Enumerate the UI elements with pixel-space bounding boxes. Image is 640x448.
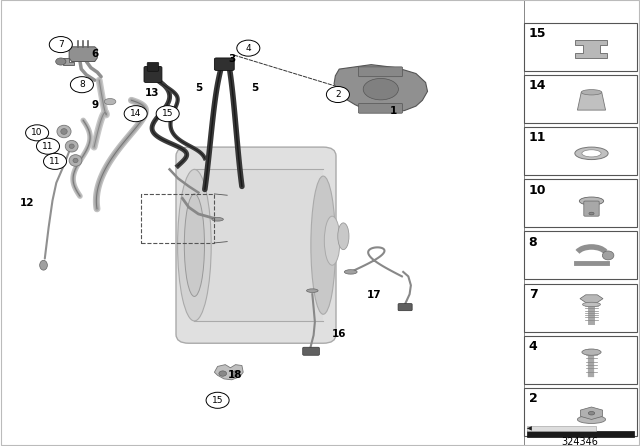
Text: 8: 8 (79, 80, 84, 89)
Ellipse shape (575, 147, 608, 159)
Ellipse shape (582, 349, 601, 355)
Polygon shape (575, 40, 607, 58)
Ellipse shape (57, 125, 71, 138)
Text: 14: 14 (130, 109, 141, 118)
Text: 2: 2 (529, 392, 538, 405)
Text: 4: 4 (246, 43, 251, 53)
Text: 11: 11 (529, 132, 546, 145)
Polygon shape (527, 426, 532, 431)
Ellipse shape (577, 415, 605, 423)
Ellipse shape (311, 176, 335, 314)
Ellipse shape (178, 169, 211, 321)
Ellipse shape (40, 260, 47, 270)
FancyBboxPatch shape (144, 66, 162, 82)
FancyBboxPatch shape (303, 347, 319, 355)
Text: 15: 15 (162, 109, 173, 118)
Circle shape (219, 371, 227, 376)
Text: 9: 9 (91, 100, 99, 110)
Circle shape (326, 86, 349, 103)
Ellipse shape (65, 140, 78, 152)
Text: 6: 6 (91, 49, 99, 60)
Text: 2: 2 (335, 90, 340, 99)
Polygon shape (577, 92, 605, 110)
Polygon shape (580, 295, 603, 302)
FancyBboxPatch shape (358, 103, 403, 113)
Polygon shape (63, 58, 74, 65)
Circle shape (44, 153, 67, 169)
FancyBboxPatch shape (147, 62, 159, 71)
Text: 15: 15 (529, 27, 546, 40)
Circle shape (232, 371, 239, 376)
Ellipse shape (61, 129, 67, 134)
Text: 17: 17 (367, 290, 381, 300)
Circle shape (206, 392, 229, 408)
Ellipse shape (324, 216, 340, 265)
Circle shape (56, 58, 66, 65)
Ellipse shape (582, 302, 600, 307)
Text: 13: 13 (145, 88, 159, 98)
Ellipse shape (581, 90, 602, 95)
Text: 12: 12 (20, 198, 34, 208)
Ellipse shape (588, 411, 595, 415)
FancyBboxPatch shape (358, 67, 403, 77)
Text: 5: 5 (251, 83, 259, 93)
Circle shape (70, 77, 93, 93)
Ellipse shape (582, 150, 601, 157)
Ellipse shape (184, 194, 205, 297)
Ellipse shape (363, 78, 398, 100)
FancyBboxPatch shape (527, 431, 634, 437)
Polygon shape (334, 65, 428, 112)
Text: 15: 15 (212, 396, 223, 405)
Text: 1: 1 (390, 106, 397, 116)
Ellipse shape (579, 197, 604, 205)
FancyBboxPatch shape (524, 127, 637, 175)
FancyBboxPatch shape (524, 231, 637, 280)
Polygon shape (195, 169, 323, 321)
Polygon shape (69, 47, 97, 61)
Text: 7: 7 (58, 40, 63, 49)
Text: 5: 5 (195, 83, 202, 93)
Circle shape (156, 106, 179, 122)
Ellipse shape (307, 289, 318, 293)
Text: 7: 7 (529, 288, 538, 301)
Ellipse shape (338, 223, 349, 250)
Circle shape (124, 106, 147, 122)
Polygon shape (580, 407, 603, 419)
Text: 4: 4 (529, 340, 538, 353)
Circle shape (49, 37, 72, 52)
Ellipse shape (602, 251, 614, 260)
FancyBboxPatch shape (176, 147, 336, 343)
FancyBboxPatch shape (524, 75, 637, 123)
FancyBboxPatch shape (524, 179, 637, 227)
Ellipse shape (589, 212, 594, 215)
FancyBboxPatch shape (524, 388, 637, 436)
Circle shape (36, 138, 60, 154)
Text: 10: 10 (529, 184, 546, 197)
Text: 14: 14 (529, 79, 546, 92)
Ellipse shape (344, 270, 357, 274)
FancyBboxPatch shape (524, 284, 637, 332)
Text: 11: 11 (49, 157, 61, 166)
Text: 11: 11 (42, 142, 54, 151)
Ellipse shape (104, 99, 116, 105)
Text: 324346: 324346 (562, 437, 598, 447)
Text: 10: 10 (31, 128, 43, 138)
FancyBboxPatch shape (398, 304, 412, 311)
Text: 3: 3 (228, 54, 236, 64)
FancyBboxPatch shape (524, 336, 637, 384)
Text: 18: 18 (228, 370, 243, 380)
Text: 8: 8 (529, 236, 537, 249)
FancyBboxPatch shape (524, 23, 637, 71)
Ellipse shape (69, 155, 82, 166)
Ellipse shape (73, 158, 78, 163)
Ellipse shape (212, 218, 223, 221)
Ellipse shape (69, 144, 74, 148)
Polygon shape (214, 365, 243, 380)
FancyBboxPatch shape (584, 201, 599, 216)
Circle shape (26, 125, 49, 141)
Text: 16: 16 (332, 329, 346, 339)
FancyBboxPatch shape (527, 426, 596, 431)
Circle shape (237, 40, 260, 56)
FancyBboxPatch shape (214, 58, 234, 70)
